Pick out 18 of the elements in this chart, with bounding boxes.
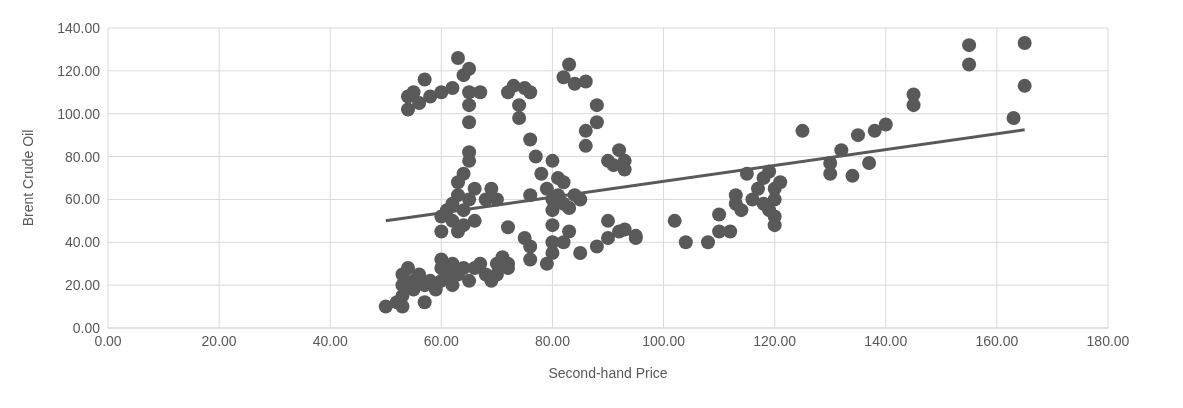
x-axis-title: Second-hand Price [548,365,668,381]
x-tick-label: 180.00 [1086,332,1130,349]
y-tick-label: 140.00 [57,19,101,36]
x-tick-label: 20.00 [201,332,237,349]
x-tick-label: 40.00 [312,332,348,349]
x-tick-label: 60.00 [423,332,460,349]
y-tick-label: 40.00 [64,234,101,251]
y-tick-label: 20.00 [64,277,101,294]
x-tick-label: 160.00 [975,332,1019,349]
x-tick-label: 120.00 [753,332,797,349]
x-tick-label: 80.00 [534,332,571,349]
x-tick-label: 140.00 [864,332,908,349]
y-tick-label: 100.00 [57,105,101,122]
y-tick-label: 60.00 [64,191,101,208]
x-tick-label: 100.00 [642,332,686,349]
y-tick-label: 120.00 [57,62,101,79]
y-axis-title: Brent Crude Oil [19,129,36,227]
y-tick-label: 80.00 [64,148,101,165]
